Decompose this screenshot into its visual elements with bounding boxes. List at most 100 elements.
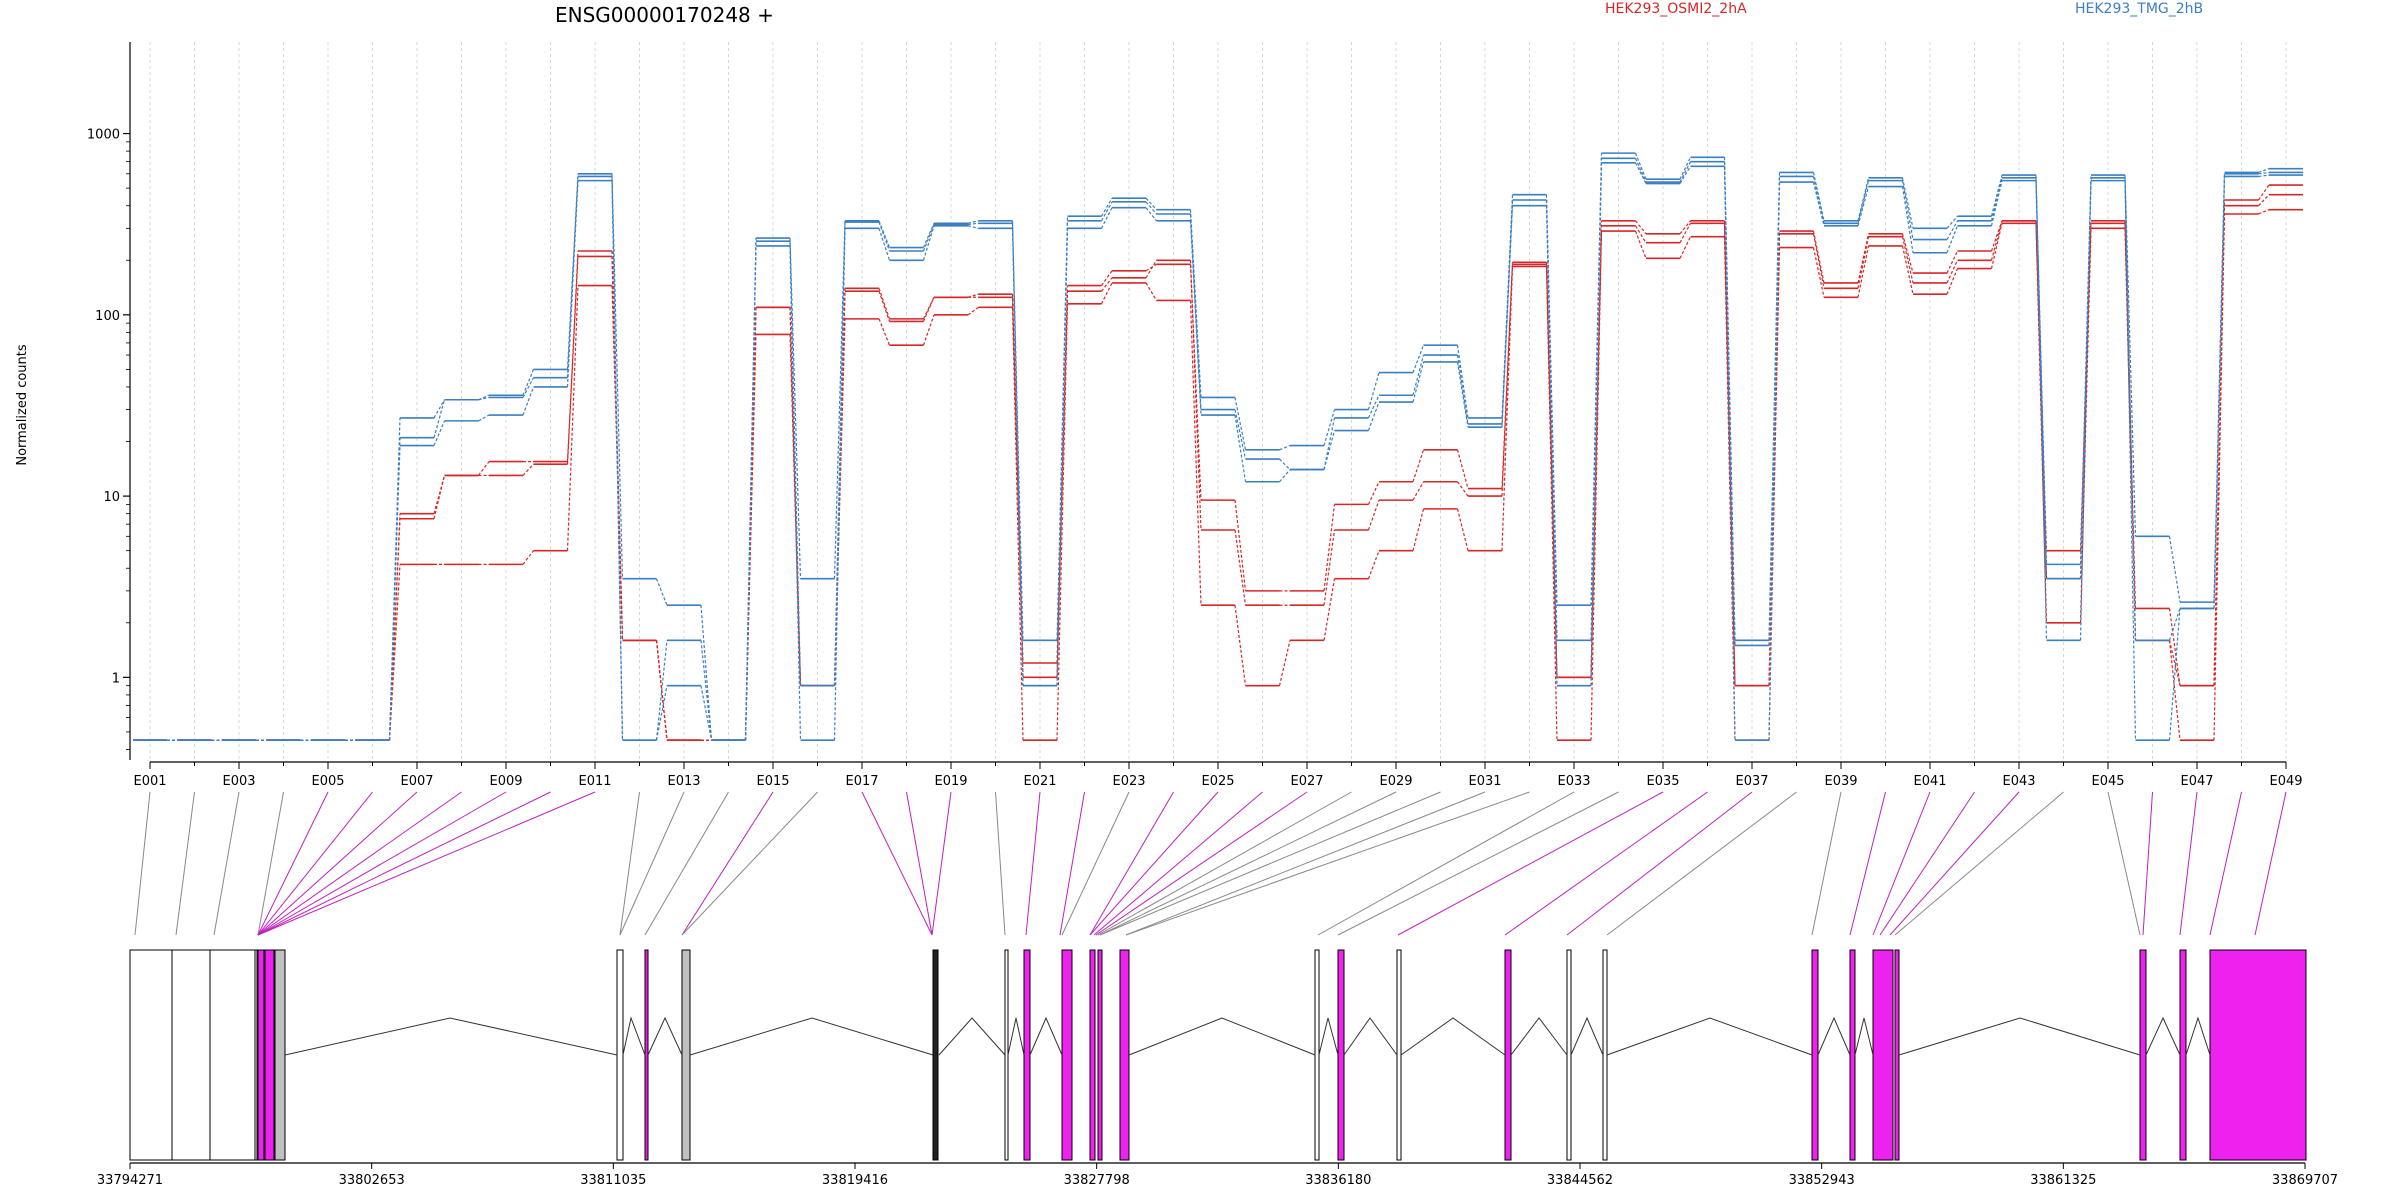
connector	[1634, 152, 1647, 180]
connector	[1590, 162, 1603, 686]
x-tick-label: E021	[1023, 774, 1056, 789]
connector	[700, 605, 713, 741]
exon-connector	[1566, 791, 1753, 936]
connector	[2168, 608, 2181, 641]
x-tick-label: E041	[1913, 774, 1946, 789]
connector	[1768, 172, 1781, 641]
exon-block	[171, 949, 211, 1161]
connector	[1367, 372, 1380, 410]
connector	[1857, 236, 1870, 289]
exon-block	[274, 949, 286, 1161]
y-tick-label: 10	[103, 490, 120, 505]
connector	[611, 180, 624, 741]
exon-block	[1004, 949, 1009, 1161]
connector	[2079, 228, 2092, 623]
x-tick-label: E031	[1468, 774, 1501, 789]
exon-connector	[1811, 791, 1842, 936]
exon-connector	[1606, 791, 1797, 936]
exon-connector	[931, 791, 952, 936]
connector	[1634, 158, 1647, 183]
connector	[1635, 220, 1647, 235]
x-tick-label: E027	[1290, 774, 1323, 789]
connector	[1812, 233, 1825, 289]
connector	[1456, 345, 1469, 418]
connector	[1768, 247, 1781, 741]
connector	[2079, 177, 2092, 579]
connector	[1234, 529, 1247, 606]
exon-block	[681, 949, 691, 1161]
connector	[1901, 245, 1914, 295]
connector	[922, 225, 935, 261]
genomic-tick-label: 33802653	[339, 1173, 405, 1188]
connector	[1279, 458, 1291, 471]
connector	[1501, 264, 1514, 497]
x-tick-label: E045	[2091, 774, 2124, 789]
x-tick-label: E023	[1112, 774, 1145, 789]
connector	[1412, 481, 1425, 501]
connector	[1145, 263, 1157, 272]
connector	[1234, 409, 1247, 460]
connector	[1812, 172, 1825, 221]
connector	[1189, 264, 1202, 501]
exon-connector	[1089, 791, 1174, 936]
connector	[1901, 186, 1914, 253]
vertical-gridlines	[149, 42, 2287, 760]
exon-connector	[619, 791, 640, 936]
connector	[2168, 608, 2181, 741]
intron-line	[1570, 1016, 1604, 1056]
connector	[1679, 157, 1692, 180]
connector	[1323, 504, 1336, 591]
connector	[1323, 417, 1336, 470]
genomic-tick-label: 33827798	[1064, 1173, 1130, 1188]
connector	[1545, 205, 1558, 686]
connector	[1857, 180, 1870, 224]
exon-connector	[1061, 791, 1130, 936]
intron-line	[1007, 1017, 1025, 1056]
intron-line	[1029, 1016, 1063, 1056]
exon-block	[1061, 949, 1073, 1161]
connector	[1679, 222, 1692, 243]
connector	[967, 222, 979, 226]
connector	[1857, 177, 1870, 221]
connector	[1501, 266, 1514, 551]
connector	[1990, 177, 2003, 221]
x-tick-label: E035	[1646, 774, 1679, 789]
connector	[700, 640, 713, 741]
exon-block	[1849, 949, 1856, 1161]
connector	[1456, 361, 1469, 428]
exon-connector	[2142, 791, 2153, 936]
intron-line	[938, 1017, 1006, 1056]
connector	[2213, 213, 2226, 741]
connector	[2035, 223, 2048, 623]
exon-connector	[1025, 791, 1041, 936]
connector	[967, 220, 979, 224]
connector	[2213, 176, 2226, 609]
connector	[878, 318, 891, 346]
exon-connector	[213, 791, 240, 936]
x-tick-label: E049	[2269, 774, 2302, 789]
exon-connector	[1125, 791, 1486, 936]
connector	[967, 225, 979, 229]
x-tick-label: E043	[2002, 774, 2035, 789]
connector	[1367, 481, 1380, 505]
x-tick-label: E037	[1735, 774, 1768, 789]
connector	[878, 291, 891, 322]
exon-connector	[257, 791, 284, 936]
y-axis: 1 10 100 1000	[87, 42, 131, 760]
connector	[1367, 395, 1380, 419]
connector	[1545, 199, 1558, 641]
connector	[2168, 536, 2181, 603]
connector	[922, 314, 935, 346]
series-1-replicate-2	[133, 161, 2303, 742]
x-tick-label: E017	[845, 774, 878, 789]
connector	[1145, 259, 1158, 279]
connector	[1857, 186, 1870, 226]
connector	[1056, 291, 1069, 664]
exon-connector	[1337, 791, 1619, 936]
connector	[566, 250, 579, 462]
legend-tmg-2hb: HEK293_TMG_2hB	[2075, 1, 2203, 17]
connector	[1812, 230, 1825, 284]
intron-line	[1606, 1017, 1813, 1056]
connector	[1145, 207, 1157, 222]
